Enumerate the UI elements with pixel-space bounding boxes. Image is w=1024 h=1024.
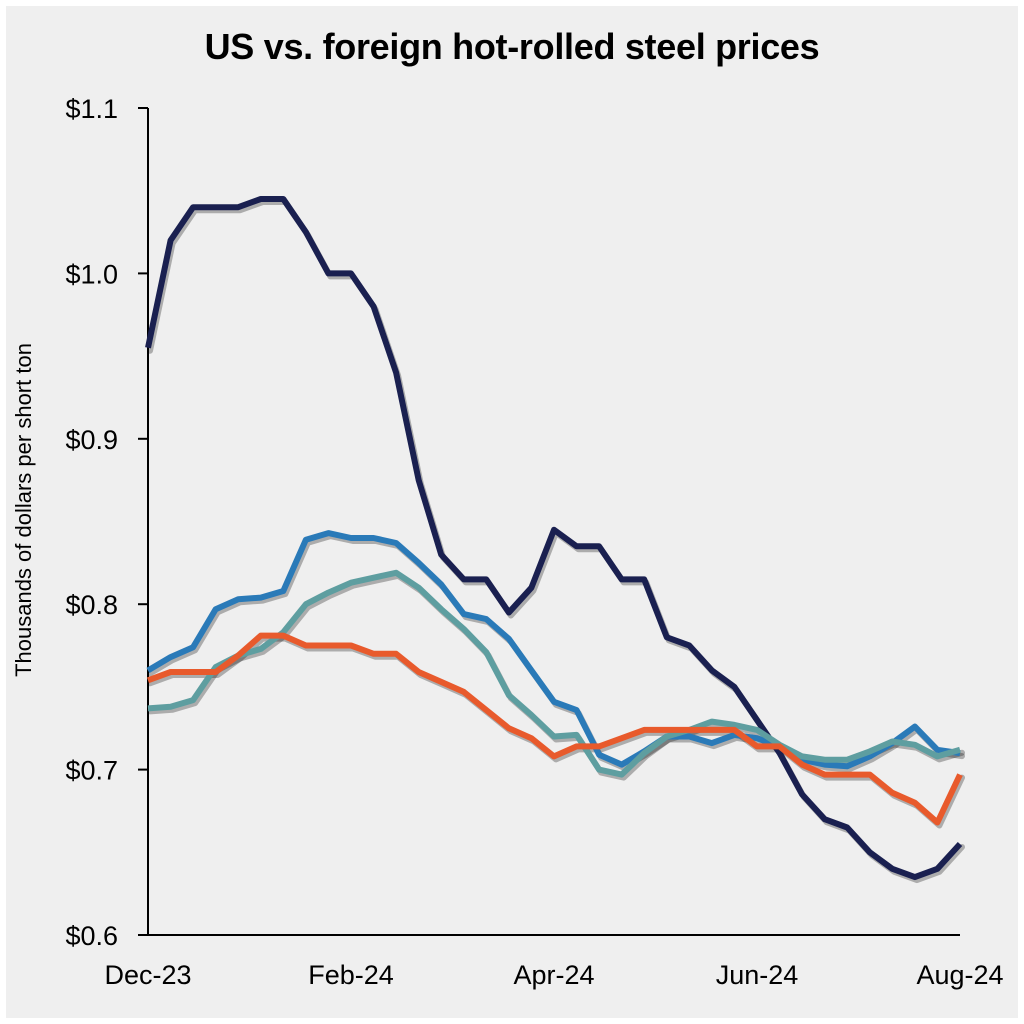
- x-tick-label: Aug-24: [916, 960, 1003, 990]
- x-tick-label: Apr-24: [513, 960, 594, 990]
- chart-title: US vs. foreign hot-rolled steel prices: [204, 26, 820, 67]
- y-axis-label: Thousands of dollars per short ton: [11, 343, 36, 677]
- axes: [147, 108, 960, 936]
- series-2-line: [146, 530, 961, 770]
- series-3-line: [147, 569, 961, 778]
- y-tick-label: $1.1: [65, 94, 118, 124]
- chart-background: [6, 6, 1018, 1018]
- y-tick-label: $0.7: [65, 756, 118, 786]
- series-lines: [145, 196, 965, 884]
- y-tick-label: $0.9: [65, 425, 118, 455]
- y-tick-label: $0.8: [65, 590, 118, 620]
- x-tick-label: Feb-24: [308, 960, 394, 990]
- y-tick-label: $1.0: [65, 259, 118, 289]
- y-tick-label: $0.6: [65, 921, 118, 951]
- x-tick-label: Jun-24: [716, 960, 799, 990]
- series-4-shadow: [147, 635, 965, 829]
- y-axis-ticks: $0.6 $0.7 $0.8 $0.9 $1.0 $1.1: [65, 94, 148, 951]
- x-tick-label: Dec-23: [104, 960, 191, 990]
- series-3-shadow: [147, 572, 965, 781]
- x-axis-ticks: Dec-23 Feb-24 Apr-24 Jun-24 Aug-24: [104, 960, 1003, 990]
- series-1-line: [145, 196, 963, 881]
- series-4-line: [146, 632, 963, 826]
